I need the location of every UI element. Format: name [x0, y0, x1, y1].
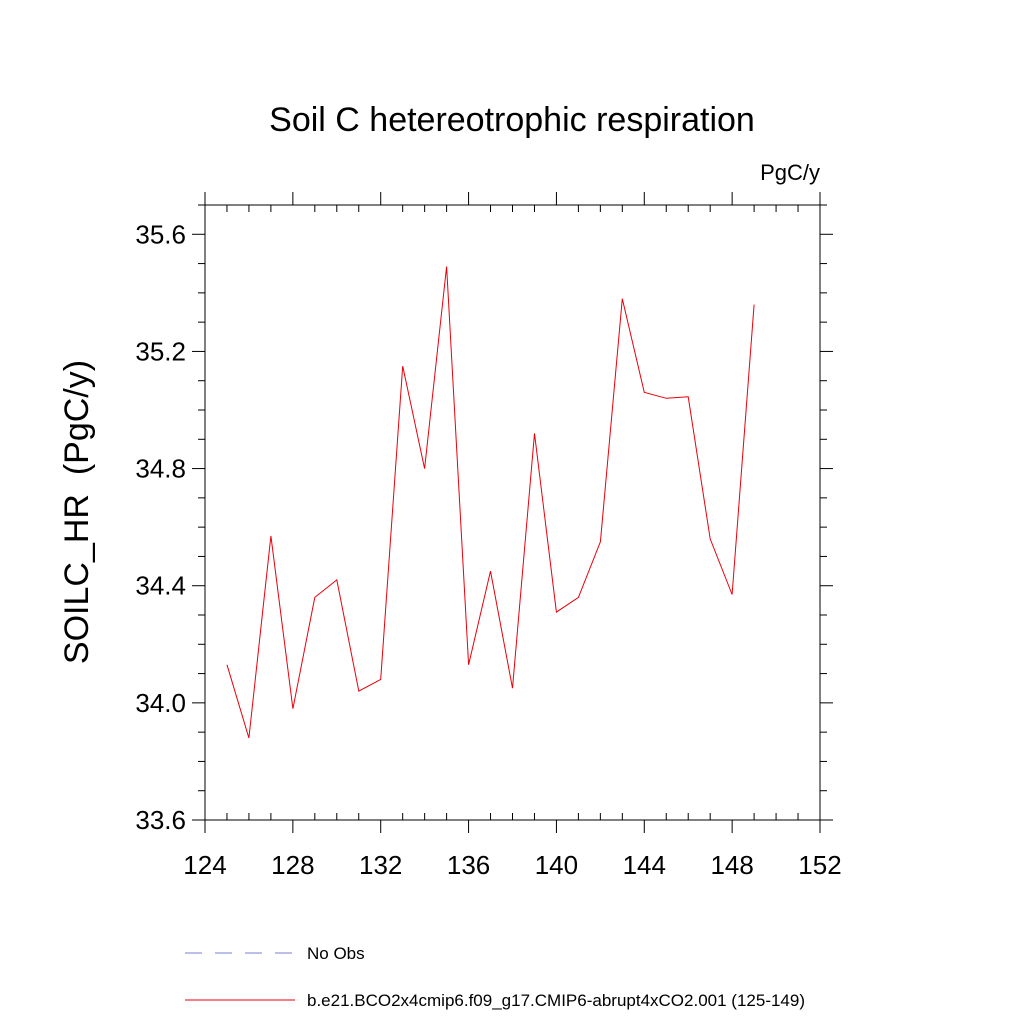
y-axis-label: SOILC_HR (PgC/y) — [58, 360, 96, 664]
plot-frame — [204, 204, 821, 821]
legend-label-model-run: b.e21.BCO2x4cmip6.f09_g17.CMIP6-abrupt4x… — [307, 991, 805, 1010]
x-tick-label: 128 — [271, 850, 314, 880]
units-label: PgC/y — [760, 160, 820, 185]
y-tick-label: 35.2 — [135, 336, 186, 366]
y-tick-label: 34.0 — [135, 688, 186, 718]
y-tick-label: 34.8 — [135, 454, 186, 484]
legend-label-no-obs: No Obs — [307, 944, 365, 963]
x-tick-label: 152 — [798, 850, 841, 880]
x-tick-label: 140 — [535, 850, 578, 880]
y-tick-label: 33.6 — [135, 805, 186, 835]
axis-ticks — [192, 192, 833, 833]
x-tick-label: 136 — [447, 850, 490, 880]
y-tick-label: 34.4 — [135, 571, 186, 601]
y-tick-label: 35.6 — [135, 219, 186, 249]
x-tick-label: 132 — [359, 850, 402, 880]
x-tick-label: 124 — [183, 850, 226, 880]
legend: No Obs b.e21.BCO2x4cmip6.f09_g17.CMIP6-a… — [185, 944, 805, 1010]
x-tick-label: 144 — [623, 850, 666, 880]
series-layer — [226, 266, 755, 739]
x-tick-label: 148 — [710, 850, 753, 880]
axis-tick-labels: 124 128 132 136 140 144 148 152 33.6 34.0 34.4 34.8… — [135, 219, 841, 880]
series-line — [226, 266, 755, 739]
chart-title: Soil C hetereotrophic respiration — [269, 101, 755, 139]
